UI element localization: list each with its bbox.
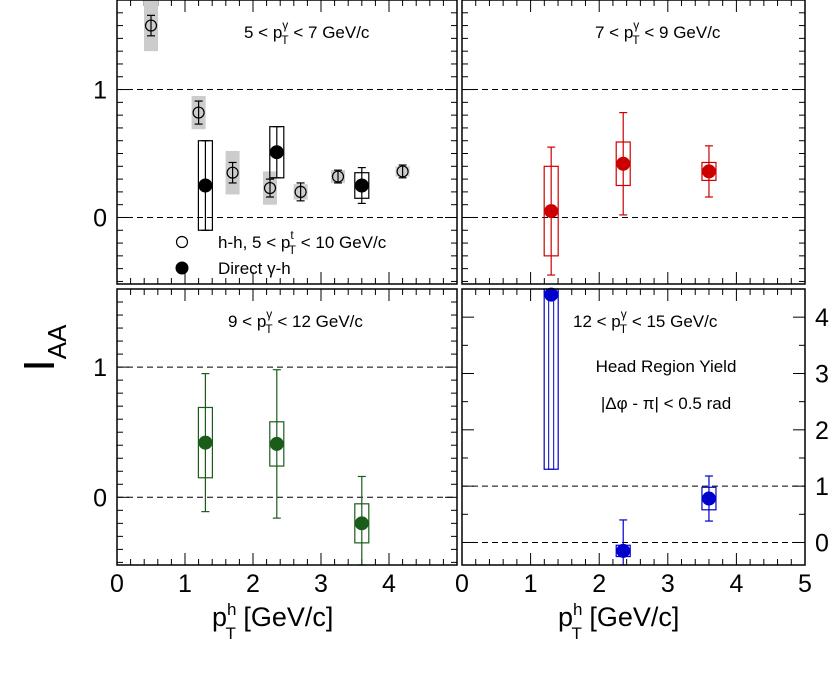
panel-top-left: 0 1 5 < pγ T < 7 GeV/c h-h, 5 < pt T < 10 GeV…	[93, 0, 458, 285]
marker-open	[226, 166, 239, 179]
x-tick-label: 4	[382, 570, 396, 598]
marker-open	[396, 165, 409, 178]
data-point	[197, 373, 213, 513]
panel-frame	[461, 288, 806, 566]
marker-filled	[269, 436, 284, 451]
data-point	[191, 95, 206, 130]
data-point	[225, 150, 240, 195]
y-tick-label: 1	[93, 354, 107, 382]
x-tick-label: 3	[661, 570, 675, 598]
legend-label: Direct γ-h	[218, 259, 291, 278]
sys-box	[543, 288, 559, 470]
marker-open	[331, 170, 345, 183]
x-tick-label: 3	[314, 570, 328, 598]
marker-open	[294, 185, 307, 198]
panel-frame	[461, 0, 806, 285]
data-point	[263, 171, 277, 205]
legend-label: h-h, 5 < pt T < 10 GeV/c	[218, 228, 387, 257]
data-point	[543, 146, 559, 276]
legend-entry: h-h, 5 < pt T < 10 GeV/c	[175, 228, 387, 257]
marker-filled	[198, 435, 213, 450]
marker-filled	[701, 164, 716, 179]
panel-frame	[116, 288, 458, 566]
data-point	[197, 140, 213, 231]
marker-open	[192, 106, 205, 119]
marker-filled	[701, 491, 716, 506]
data-point	[269, 369, 285, 519]
panel-frame	[116, 0, 458, 285]
data-point	[701, 475, 717, 522]
marker-filled	[198, 178, 213, 193]
panel-top-right: 7 < pγ T < 9 GeV/c	[461, 0, 806, 285]
marker-open	[144, 19, 158, 32]
data-point	[701, 145, 717, 198]
data-point	[615, 519, 631, 566]
y-tick-label: 4	[815, 304, 829, 332]
y-tick-label: 1	[93, 77, 107, 105]
marker-filled	[544, 204, 559, 219]
y-tick-label: 0	[93, 484, 107, 512]
marker-filled	[616, 543, 631, 558]
x-tick-label: 0	[110, 570, 124, 598]
y-tick-label: 3	[815, 360, 829, 388]
x-tick-label: 5	[798, 570, 812, 598]
pt-range-label: 7 < pγ T < 9 GeV/c	[595, 18, 721, 47]
pt-range-label: 5 < pγ T < 7 GeV/c	[244, 18, 370, 47]
marker-filled	[616, 156, 631, 171]
data-point	[293, 182, 308, 202]
pt-range-label: 9 < pγ T < 12 GeV/c	[228, 307, 363, 336]
annotation-text: |Δφ - π| < 0.5 rad	[601, 394, 731, 413]
x-tick-label: 1	[524, 570, 538, 598]
marker-filled	[269, 145, 284, 160]
y-tick-label: 0	[815, 529, 829, 557]
data-point	[543, 287, 559, 470]
marker-filled	[354, 516, 369, 531]
sys-box-inner	[548, 288, 555, 470]
y-axis-title: IAA	[15, 324, 72, 372]
x-tick-label: 4	[729, 570, 743, 598]
panel-bottom-right: 0 1 2 3 4 12 < pγ T < 15 GeV/c Head Region Yiel…	[461, 287, 829, 566]
x-axis-title: ph T [GeV/c]	[212, 600, 333, 643]
legend-marker-open	[175, 235, 189, 249]
y-tick-label: 0	[93, 204, 107, 232]
legend-marker-filled	[175, 261, 189, 275]
x-tick-label: 1	[178, 570, 192, 598]
pt-range-label: 12 < pγ T < 15 GeV/c	[573, 307, 718, 336]
annotation-text: Head Region Yield	[596, 357, 737, 376]
data-point	[144, 0, 158, 52]
data-point	[269, 126, 285, 179]
data-point	[331, 169, 345, 184]
x-tick-label: 2	[592, 570, 606, 598]
marker-open	[263, 181, 277, 195]
x-tick-label: 0	[455, 570, 469, 598]
data-point	[354, 475, 370, 566]
legend-entry: Direct γ-h	[175, 259, 291, 278]
x-tick-label: 2	[246, 570, 260, 598]
data-point	[354, 166, 370, 205]
data-point	[395, 164, 410, 179]
y-tick-label: 2	[815, 417, 829, 445]
marker-filled	[354, 178, 369, 193]
data-point	[615, 111, 631, 216]
panel-bottom-left: 0 1 9 < pγ T < 12 GeV/c	[93, 288, 458, 566]
marker-filled	[544, 287, 559, 302]
x-axis-title: ph T [GeV/c]	[558, 600, 679, 643]
y-tick-label: 1	[815, 473, 829, 501]
